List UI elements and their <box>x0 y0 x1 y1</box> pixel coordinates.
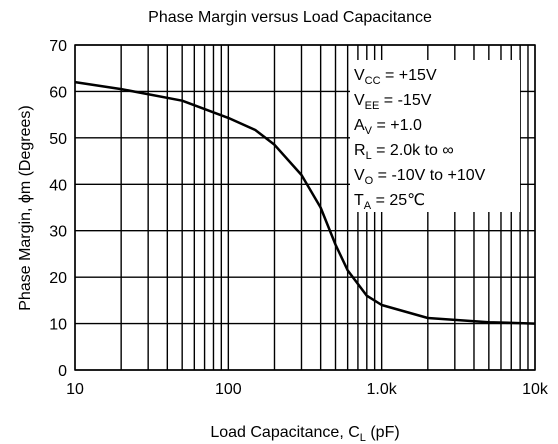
y-tick-label: 0 <box>58 363 67 380</box>
annotation-subscript: A <box>364 200 372 212</box>
annotation-text: = -10V to +10V <box>373 167 485 184</box>
annotation-text: = +15V <box>381 67 437 84</box>
x-tick-label: 100 <box>215 381 242 398</box>
annotation-subscript: EE <box>365 100 380 112</box>
annotation-symbol: V <box>354 67 365 84</box>
annotation: TA = 25℃ <box>354 192 425 212</box>
chart-title: Phase Margin versus Load Capacitance <box>148 9 432 26</box>
annotation-symbol: R <box>354 142 366 159</box>
annotation: RL = 2.0k to ∞ <box>354 142 454 162</box>
y-tick-label: 10 <box>49 317 67 334</box>
annotation-text: = 2.0k to ∞ <box>372 142 454 159</box>
annotation-text: = +1.0 <box>372 117 422 134</box>
y-axis-title: Phase Margin, ϕm (Degrees) <box>17 105 34 310</box>
x-axis-title-suffix: (pF) <box>366 424 400 441</box>
x-axis-title-text: Load Capacitance, C <box>210 424 359 441</box>
y-tick-label: 30 <box>49 224 67 241</box>
annotation-symbol: V <box>354 167 365 184</box>
annotation-subscript: V <box>365 125 373 137</box>
annotation-subscript: CC <box>365 75 381 87</box>
x-tick-label: 10k <box>522 381 549 398</box>
annotation: VO = -10V to +10V <box>354 167 486 187</box>
annotation-text: = -15V <box>379 92 431 109</box>
annotation-subscript: O <box>365 175 374 187</box>
data-line <box>74 80 536 325</box>
annotation: VEE = -15V <box>354 92 432 112</box>
x-tick-label: 1.0k <box>367 381 398 398</box>
annotation-symbol: A <box>354 117 365 134</box>
annotation-text: = 25℃ <box>371 192 425 209</box>
annotation-symbol: T <box>354 192 364 209</box>
x-axis-title-sub: L <box>360 432 366 444</box>
y-tick-label: 50 <box>49 131 67 148</box>
y-tick-label: 60 <box>49 84 67 101</box>
annotation-box <box>350 60 520 212</box>
x-axis-title: Load Capacitance, CL (pF) <box>210 424 399 444</box>
x-tick-label: 10 <box>66 381 84 398</box>
annotation: AV = +1.0 <box>354 117 422 137</box>
annotation-subscript: L <box>366 150 372 162</box>
y-tick-label: 70 <box>49 38 67 55</box>
annotation-symbol: V <box>354 92 365 109</box>
plot-frame <box>74 44 536 371</box>
annotation: VCC = +15V <box>354 67 437 87</box>
y-tick-label: 20 <box>49 270 67 287</box>
y-tick-label: 40 <box>49 177 67 194</box>
